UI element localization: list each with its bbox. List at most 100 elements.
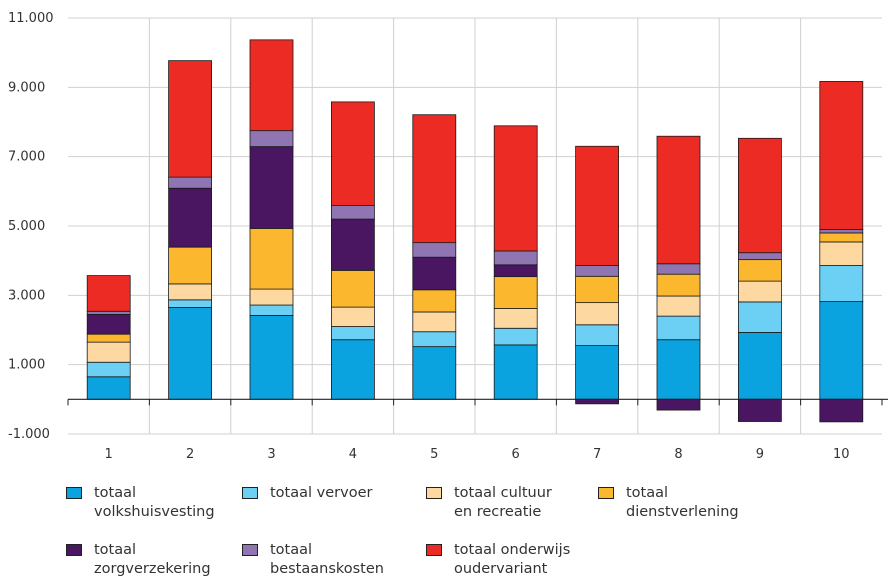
- bar-segment: [493, 344, 538, 400]
- legend-label: totaal vervoer: [270, 485, 373, 501]
- bar-segment: [330, 218, 375, 271]
- legend-swatch: [66, 544, 82, 556]
- bar-segment: [575, 398, 619, 405]
- bar-segment: [575, 275, 619, 304]
- legend-item-bestaanskosten: totaal bestaanskosten: [242, 541, 384, 579]
- bar-segment: [86, 275, 131, 312]
- bar-segment: [412, 346, 457, 400]
- bar-segment: [493, 308, 538, 329]
- legend-label: totaal cultuur en recreatie: [454, 485, 552, 520]
- x-tick-label: 7: [593, 447, 601, 462]
- bar-segment: [493, 327, 538, 346]
- y-tick-label: 7.000: [8, 150, 45, 165]
- x-tick-label: 8: [674, 447, 682, 462]
- bar-segment: [819, 301, 864, 400]
- bar-segment: [738, 301, 782, 333]
- bar-segment: [330, 205, 375, 220]
- bar-segment: [249, 304, 294, 316]
- bar-segment: [168, 60, 213, 178]
- legend-item-vervoer: totaal vervoer: [242, 484, 372, 503]
- legend-swatch: [66, 487, 82, 499]
- y-tick-label: 5.000: [8, 219, 45, 234]
- bar-segment: [86, 333, 131, 343]
- bar-segment: [249, 130, 294, 148]
- y-tick-label: 11.000: [8, 11, 54, 26]
- bar-segment: [656, 339, 701, 400]
- bar-segment: [330, 101, 375, 206]
- legend-swatch: [242, 544, 258, 556]
- legend-item-volkshuisvesting: totaal volkshuisvesting: [66, 484, 215, 522]
- bar-segment: [412, 289, 457, 313]
- x-tick-label: 5: [430, 447, 438, 462]
- bar-segment: [819, 265, 864, 302]
- bar-segment: [249, 288, 294, 306]
- bar-segment: [819, 81, 864, 230]
- bar-segment: [330, 339, 375, 400]
- x-tick-label: 1: [105, 447, 113, 462]
- bar-segment: [86, 341, 131, 363]
- y-tick-label: 3.000: [8, 288, 45, 303]
- bar-segment: [575, 324, 619, 346]
- bar-segment: [86, 310, 131, 315]
- bar-segment: [738, 398, 782, 422]
- x-tick-label: 2: [186, 447, 194, 462]
- bar-segment: [412, 242, 457, 258]
- bar-segment: [412, 114, 457, 244]
- bar-segment: [86, 361, 131, 378]
- bar-segment: [738, 259, 782, 282]
- bar-segment: [493, 125, 538, 252]
- bar-segment: [819, 398, 864, 423]
- bar-segment: [168, 299, 213, 308]
- bar-segment: [819, 232, 864, 243]
- legend-label: totaal dienstverlening: [626, 485, 739, 520]
- bar-segment: [168, 283, 213, 301]
- bar-segment: [493, 264, 538, 278]
- legend-item-dienstverlening: totaal dienstverlening: [598, 484, 739, 522]
- bar-segment: [249, 146, 294, 229]
- legend-swatch: [426, 487, 442, 499]
- bar-segment: [493, 276, 538, 309]
- bar-segment: [656, 315, 701, 341]
- bar-segment: [330, 326, 375, 341]
- stacked-bar-chart: 11.000 9.000 7.000 5.000 3.000 1.000 -1.000 1 2 3…: [8, 11, 888, 462]
- legend-swatch: [426, 544, 442, 556]
- bar-segment: [86, 376, 131, 400]
- bar-segment: [330, 269, 375, 308]
- bar-segment: [819, 241, 864, 266]
- bar-segment: [168, 246, 213, 285]
- x-tick-label: 4: [349, 447, 357, 462]
- bar-segment: [86, 313, 131, 335]
- bar-segment: [575, 302, 619, 326]
- legend-swatch: [242, 487, 258, 499]
- x-tick-label: 10: [833, 447, 850, 462]
- bar-segment: [412, 331, 457, 348]
- legend-swatch: [598, 487, 614, 499]
- bar-segment: [168, 187, 213, 248]
- bar-segment: [168, 176, 213, 189]
- y-tick-label: 1.000: [8, 358, 45, 373]
- bar-segment: [819, 229, 864, 234]
- legend-label: totaal onderwijs oudervariant: [454, 542, 571, 577]
- y-tick-label: -1.000: [8, 427, 50, 442]
- bar-segment: [738, 332, 782, 400]
- legend-item-cultuur: totaal cultuur en recreatie: [426, 484, 552, 522]
- bar-segment: [575, 345, 619, 400]
- bar-segment: [738, 252, 782, 261]
- x-tick-label: 3: [267, 447, 275, 462]
- bar-segment: [575, 145, 619, 266]
- bar-segment: [168, 307, 213, 400]
- bar-segment: [575, 265, 619, 277]
- legend-item-onderwijs: totaal onderwijs oudervariant: [426, 541, 570, 579]
- bar-segment: [738, 137, 782, 254]
- legend-label: totaal bestaanskosten: [270, 542, 384, 577]
- bar-segment: [656, 398, 701, 411]
- bar-segment: [412, 256, 457, 291]
- legend-label: totaal volkshuisvesting: [94, 485, 215, 520]
- bar-segment: [656, 135, 701, 265]
- bar-segment: [656, 273, 701, 297]
- legend-item-zorgverzekering: totaal zorgverzekering: [66, 541, 211, 579]
- bar-segment: [493, 250, 538, 266]
- y-tick-label: 9.000: [8, 80, 45, 95]
- bar-segment: [330, 306, 375, 327]
- x-tick-label: 6: [512, 447, 520, 462]
